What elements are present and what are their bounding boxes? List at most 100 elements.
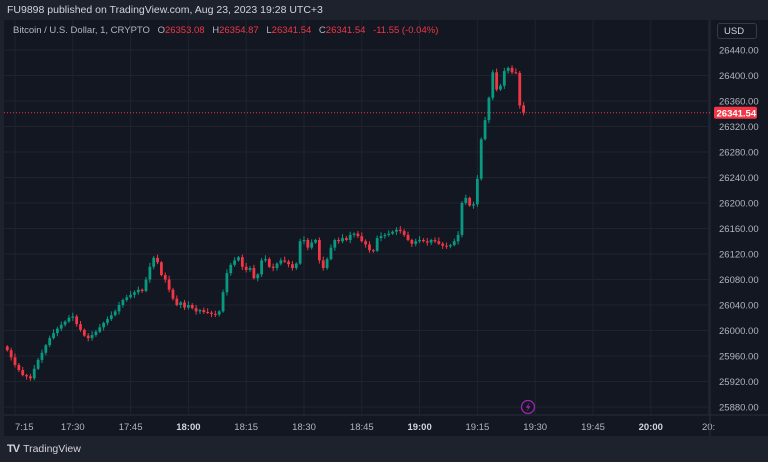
candle-body — [217, 311, 221, 315]
x-tick-label: 19:30 — [523, 422, 547, 433]
candle-body — [136, 289, 140, 293]
currency-button[interactable]: USD — [717, 23, 757, 39]
candle-body — [260, 260, 263, 275]
symbol-name[interactable]: Bitcoin / U.S. Dollar, 1, CRYPTO — [13, 25, 150, 36]
x-tick-label: 20: — [702, 422, 715, 433]
candle-body — [522, 105, 526, 113]
candle-body — [379, 236, 383, 239]
footer: TV TradingView — [7, 443, 81, 455]
candle-body — [510, 67, 514, 73]
y-tick-label: 26280.00 — [719, 148, 759, 159]
candle-body — [17, 364, 21, 371]
candle-body — [240, 257, 244, 267]
y-tick-label: 26040.00 — [719, 301, 759, 312]
candle-body — [40, 352, 44, 360]
candle-body — [271, 266, 275, 269]
candle-body — [341, 238, 344, 242]
change-value: -11.55 (-0.04%) — [373, 25, 439, 36]
candle-body — [275, 263, 279, 269]
candle-body — [344, 238, 348, 240]
candle-body — [109, 315, 113, 320]
candle-body — [302, 239, 306, 242]
candle-body — [194, 308, 198, 312]
candle-body — [445, 245, 448, 247]
candle-body — [59, 324, 63, 329]
candle-body — [248, 268, 252, 270]
open-value: 26353.08 — [164, 25, 205, 36]
candle-body — [156, 257, 159, 263]
candle-body — [410, 239, 414, 244]
candle-body — [13, 357, 17, 365]
candle-body — [229, 264, 233, 274]
candle-body — [310, 242, 314, 248]
candle-body — [244, 266, 248, 270]
candle-body — [144, 279, 148, 291]
candle-body — [502, 71, 506, 86]
y-tick-label: 26240.00 — [719, 173, 759, 184]
candle-body — [425, 241, 429, 243]
candle-body — [160, 262, 163, 276]
candle-body — [125, 297, 129, 300]
candle-body — [418, 239, 421, 242]
y-tick-label: 26400.00 — [719, 71, 759, 82]
candle-body — [48, 338, 52, 346]
candle-body — [252, 268, 256, 279]
candle-body — [86, 335, 90, 339]
candle-body — [79, 324, 82, 330]
candle-body — [360, 236, 364, 242]
y-tick-label: 25960.00 — [719, 352, 759, 363]
candle-body — [506, 67, 510, 72]
candle-body — [213, 313, 217, 315]
candle-body — [183, 302, 186, 308]
candle-body — [406, 234, 410, 240]
candle-body — [287, 261, 290, 265]
candle-body — [337, 239, 341, 242]
last-price-label: 26341.54 — [717, 108, 757, 119]
candle-body — [106, 319, 109, 323]
candle-body — [333, 239, 337, 248]
x-tick-label: 19:00 — [407, 422, 431, 433]
candle-body — [468, 197, 472, 206]
candle-body — [514, 72, 518, 74]
x-tick-label: 17:45 — [119, 422, 143, 433]
y-tick-label: 26200.00 — [719, 199, 759, 210]
candle-body — [402, 231, 406, 235]
candle-body — [82, 329, 86, 336]
candle-body — [298, 241, 302, 264]
candle-body — [52, 333, 55, 339]
candle-body — [202, 310, 206, 313]
candle-body — [237, 257, 240, 261]
candle-body — [464, 197, 468, 203]
candle-body — [163, 275, 167, 280]
candle-body — [94, 331, 98, 335]
candle-body — [71, 316, 75, 318]
close-label: C — [318, 25, 326, 36]
open-label: O — [157, 25, 165, 36]
candle-body — [456, 234, 460, 242]
candle-body — [36, 359, 40, 369]
candle-body — [487, 97, 491, 121]
candle-body — [306, 239, 310, 248]
candle-body — [387, 233, 391, 235]
candle-body — [121, 299, 125, 305]
candle-body — [491, 72, 495, 98]
y-tick-label: 26320.00 — [719, 122, 759, 133]
candle-body — [448, 245, 452, 247]
candle-body — [186, 305, 190, 308]
candle-body — [329, 247, 333, 260]
candle-body — [44, 345, 48, 353]
candle-body — [5, 346, 9, 351]
candle-body — [294, 263, 298, 269]
candle-body — [499, 85, 502, 90]
candle-body — [422, 239, 425, 242]
lightning-icon[interactable] — [520, 399, 536, 415]
candle-body — [102, 322, 106, 328]
candle-body — [325, 259, 329, 269]
footer-brand[interactable]: TradingView — [23, 443, 81, 455]
candle-body — [368, 244, 371, 251]
candle-body — [29, 376, 32, 379]
candle-body — [210, 312, 213, 314]
candle-body — [371, 250, 375, 252]
candle-body — [452, 241, 456, 246]
